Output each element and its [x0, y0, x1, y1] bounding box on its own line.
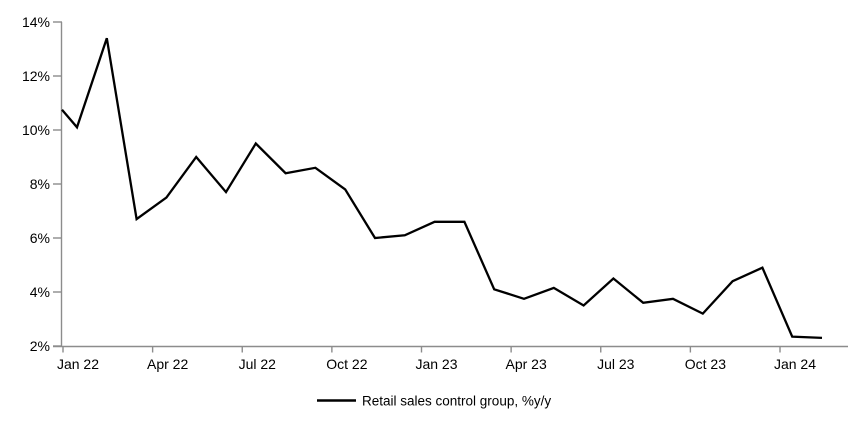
y-tick-label: 6% — [30, 230, 50, 246]
legend-label: Retail sales control group, %y/y — [362, 394, 551, 409]
y-tick-label: 10% — [22, 122, 50, 138]
axes — [53, 22, 848, 348]
x-tick-label: Jul 22 — [239, 356, 277, 372]
y-tick-label: 12% — [22, 68, 50, 84]
data-series-line — [61, 37, 823, 340]
retail-sales-series-polyline — [61, 37, 823, 340]
x-tick-label: Oct 22 — [326, 356, 367, 372]
legend: Retail sales control group, %y/y — [317, 394, 551, 409]
x-tick-label: Apr 22 — [147, 356, 188, 372]
x-tick-label: Jan 22 — [57, 356, 99, 372]
x-tick-label: Jul 23 — [597, 356, 635, 372]
axis-tick-labels: 2% 4% 6% 8% 10% 12% 14% Jan 22 Apr 22 Jul 22 Oct 2… — [22, 14, 816, 372]
y-tick-label: 2% — [30, 338, 50, 354]
x-tick-label: Apr 23 — [506, 356, 547, 372]
x-tick-label: Jan 23 — [415, 356, 457, 372]
x-tick-label: Oct 23 — [685, 356, 726, 372]
y-tick-label: 4% — [30, 284, 50, 300]
axis-ticks — [53, 21, 781, 353]
y-tick-label: 14% — [22, 14, 50, 30]
y-tick-label: 8% — [30, 176, 50, 192]
x-tick-label: Jan 24 — [774, 356, 816, 372]
